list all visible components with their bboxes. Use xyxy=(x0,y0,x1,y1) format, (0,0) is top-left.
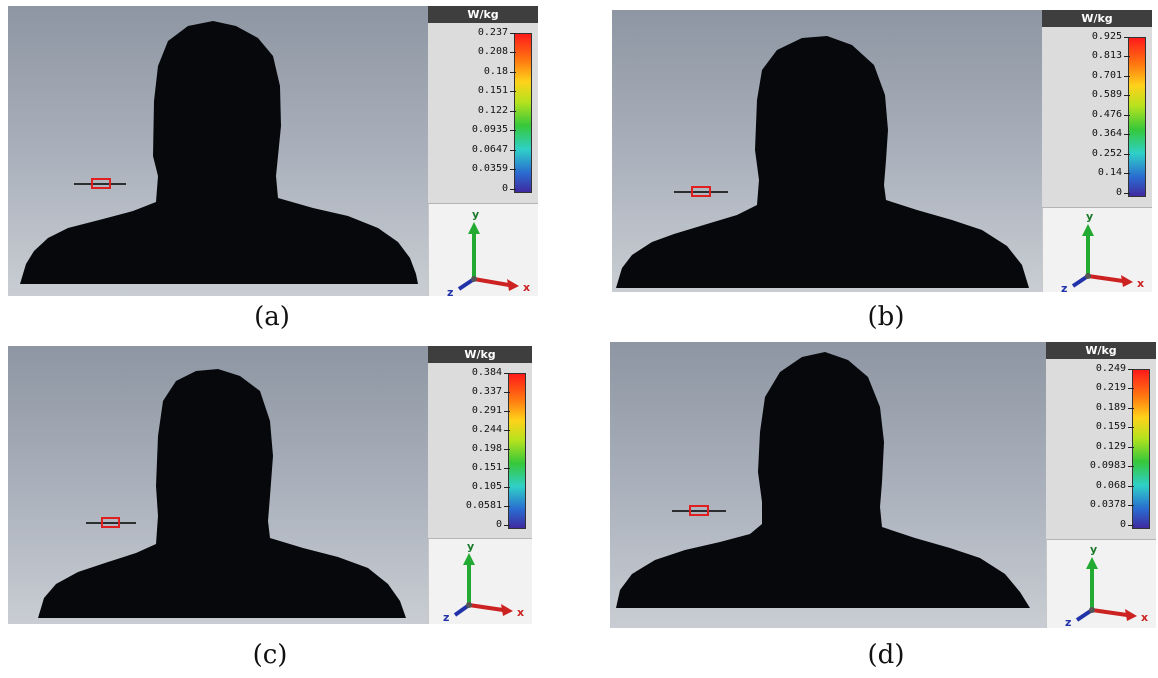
colorbar-tick-label: 0.198 xyxy=(428,443,510,455)
colorbar-tick-label: 0.589 xyxy=(1042,89,1130,101)
colorbar-tick-label: 0 xyxy=(1042,187,1130,199)
figure-a-panel: W/kg 0.237 0.208 0.18 0.151 0.122 0.0935… xyxy=(8,6,538,296)
figure-a-caption: (a) xyxy=(254,302,290,332)
y-axis-label: y xyxy=(472,208,479,221)
colorbar-tick-label: 0 xyxy=(1046,519,1134,531)
figure-b-caption: (b) xyxy=(867,302,905,332)
colorbar-gradient xyxy=(514,33,532,193)
colorbar-tick-label: 0.249 xyxy=(1046,363,1134,375)
colorbar-sidebar: W/kg 0.384 0.337 0.291 0.244 0.198 0.151… xyxy=(428,346,532,624)
colorbar-tick-label: 0.925 xyxy=(1042,31,1130,43)
colorbar-unit-label: W/kg xyxy=(1042,10,1152,27)
antenna-icon xyxy=(674,186,728,197)
axes-triad: y x z xyxy=(1042,208,1152,292)
figure-d-panel: W/kg 0.249 0.219 0.189 0.159 0.129 0.098… xyxy=(610,342,1156,628)
colorbar-tick-label: 0.384 xyxy=(428,367,510,379)
y-axis-label: y xyxy=(1086,210,1093,223)
z-axis-label: z xyxy=(443,611,449,624)
colorbar: 0.237 0.208 0.18 0.151 0.122 0.0935 0.06… xyxy=(428,23,538,204)
figure-b-panel: W/kg 0.925 0.813 0.701 0.589 0.476 0.364… xyxy=(612,10,1152,292)
colorbar-tick-label: 0.18 xyxy=(428,66,516,78)
colorbar-tick-label: 0.0983 xyxy=(1046,460,1134,472)
colorbar-tick-label: 0.0378 xyxy=(1046,499,1134,511)
colorbar-tick-label: 0.068 xyxy=(1046,480,1134,492)
colorbar-tick-label: 0.476 xyxy=(1042,109,1130,121)
colorbar-tick-label: 0.237 xyxy=(428,27,516,39)
figure-c-caption: (c) xyxy=(252,640,288,670)
colorbar-tick-label: 0.122 xyxy=(428,105,516,117)
colorbar: 0.925 0.813 0.701 0.589 0.476 0.364 0.25… xyxy=(1042,27,1152,208)
y-axis-label: y xyxy=(1090,543,1097,556)
colorbar-tick-label: 0.701 xyxy=(1042,70,1130,82)
colorbar-gradient xyxy=(1132,369,1150,529)
z-axis-label: z xyxy=(1061,282,1067,292)
figure-c-panel: W/kg 0.384 0.337 0.291 0.244 0.198 0.151… xyxy=(8,346,532,624)
colorbar-gradient xyxy=(1128,37,1146,197)
z-axis-label: z xyxy=(1065,616,1071,628)
x-axis-label: x xyxy=(1141,611,1148,624)
colorbar-tick-label: 0.219 xyxy=(1046,382,1134,394)
antenna-icon xyxy=(672,505,726,516)
axes-triad: y x z xyxy=(1046,540,1156,628)
colorbar-tick-label: 0.208 xyxy=(428,46,516,58)
colorbar-sidebar: W/kg 0.249 0.219 0.189 0.159 0.129 0.098… xyxy=(1046,342,1156,628)
axes-triad: y x z xyxy=(428,204,538,296)
colorbar-tick-label: 0.151 xyxy=(428,462,510,474)
head-phantom-silhouette xyxy=(616,352,1030,608)
antenna-icon xyxy=(74,178,126,189)
colorbar-tick-label: 0.813 xyxy=(1042,50,1130,62)
colorbar-tick-label: 0.129 xyxy=(1046,441,1134,453)
colorbar-tick-label: 0.159 xyxy=(1046,421,1134,433)
z-axis-label: z xyxy=(447,286,453,296)
head-phantom-silhouette xyxy=(616,36,1029,288)
colorbar-tick-label: 0.0359 xyxy=(428,163,516,175)
colorbar-gradient xyxy=(508,373,526,529)
head-phantom-silhouette xyxy=(20,21,418,284)
axes-triad: y x z xyxy=(428,539,532,624)
colorbar-tick-label: 0.0935 xyxy=(428,124,516,136)
colorbar-unit-label: W/kg xyxy=(428,346,532,363)
colorbar-unit-label: W/kg xyxy=(1046,342,1156,359)
colorbar-tick-label: 0.291 xyxy=(428,405,510,417)
colorbar: 0.384 0.337 0.291 0.244 0.198 0.151 0.10… xyxy=(428,363,532,539)
colorbar: 0.249 0.219 0.189 0.159 0.129 0.0983 0.0… xyxy=(1046,359,1156,540)
colorbar-tick-label: 0.0647 xyxy=(428,144,516,156)
antenna-icon xyxy=(86,517,136,528)
colorbar-sidebar: W/kg 0.925 0.813 0.701 0.589 0.476 0.364… xyxy=(1042,10,1152,292)
colorbar-tick-label: 0.189 xyxy=(1046,402,1134,414)
colorbar-tick-label: 0.244 xyxy=(428,424,510,436)
x-axis-label: x xyxy=(523,281,530,294)
colorbar-tick-label: 0.364 xyxy=(1042,128,1130,140)
colorbar-unit-label: W/kg xyxy=(428,6,538,23)
colorbar-tick-label: 0.151 xyxy=(428,85,516,97)
colorbar-sidebar: W/kg 0.237 0.208 0.18 0.151 0.122 0.0935… xyxy=(428,6,538,296)
colorbar-tick-label: 0.337 xyxy=(428,386,510,398)
colorbar-tick-label: 0 xyxy=(428,519,510,531)
figure-d-caption: (d) xyxy=(867,640,905,670)
x-axis-label: x xyxy=(1137,277,1144,290)
colorbar-tick-label: 0 xyxy=(428,183,516,195)
head-phantom-silhouette xyxy=(38,369,406,618)
colorbar-tick-label: 0.14 xyxy=(1042,167,1130,179)
x-axis-label: x xyxy=(517,606,524,619)
colorbar-tick-label: 0.252 xyxy=(1042,148,1130,160)
colorbar-tick-label: 0.0581 xyxy=(428,500,510,512)
y-axis-label: y xyxy=(467,540,474,553)
colorbar-tick-label: 0.105 xyxy=(428,481,510,493)
